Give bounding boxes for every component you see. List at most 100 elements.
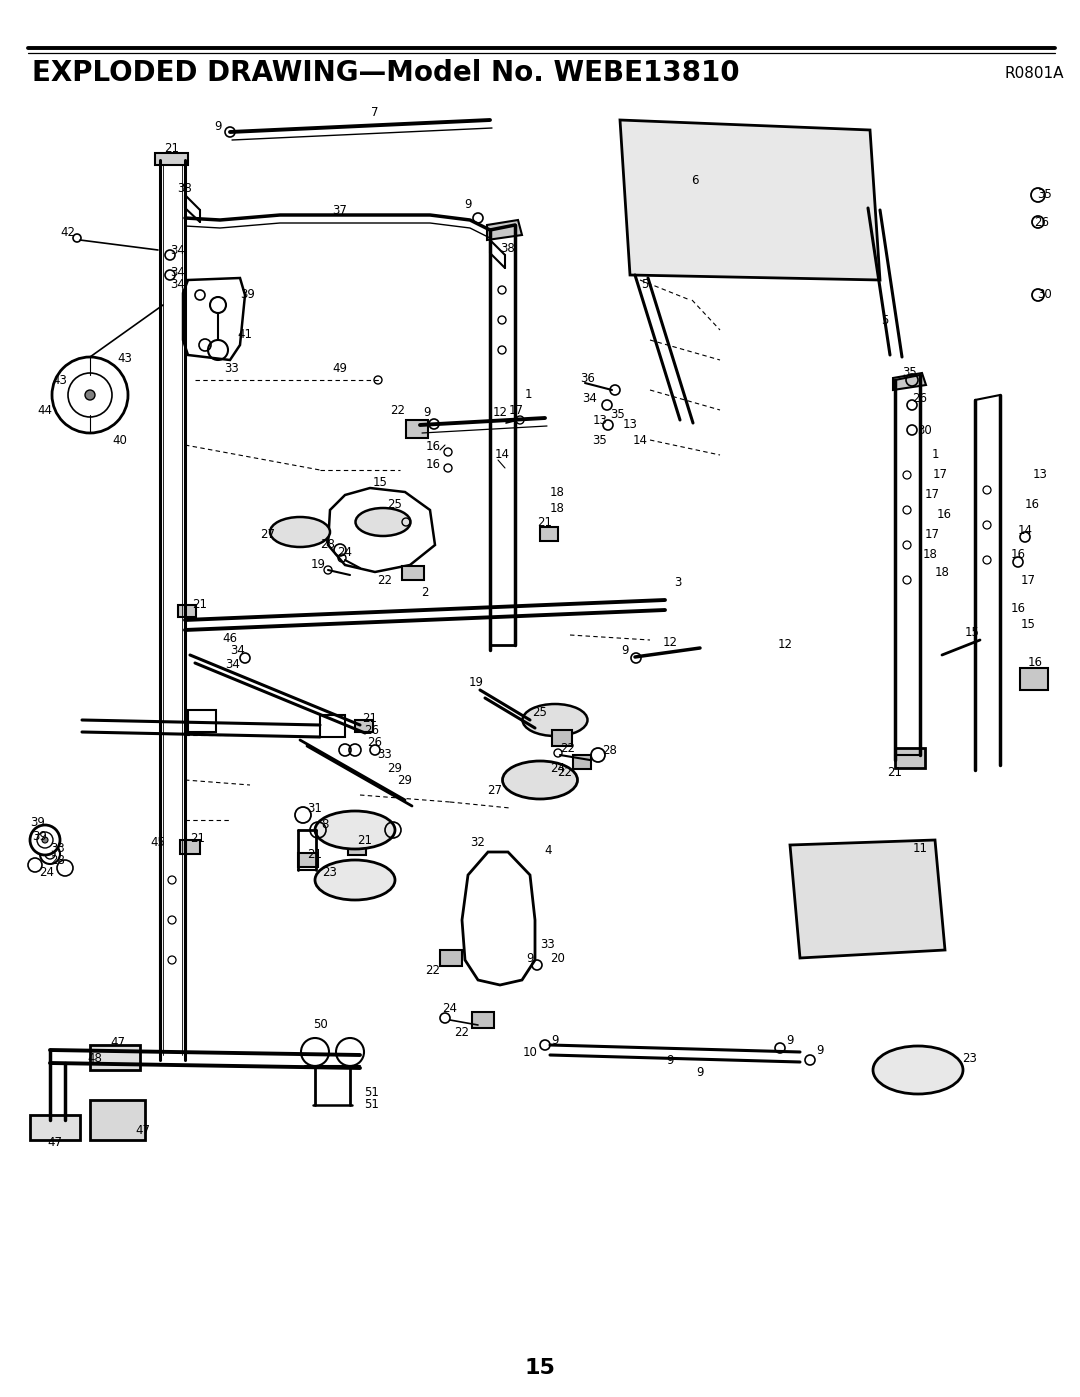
Text: 21: 21 [308, 848, 323, 862]
Text: 18: 18 [922, 549, 937, 562]
Text: 18: 18 [550, 486, 565, 499]
Text: 46: 46 [222, 631, 238, 644]
Text: 15: 15 [964, 626, 980, 638]
Text: 19: 19 [311, 559, 325, 571]
Circle shape [591, 747, 605, 761]
Text: 43: 43 [118, 352, 133, 365]
Bar [90, 1099, 145, 1140]
Text: 42: 42 [60, 225, 76, 239]
Text: 21: 21 [888, 767, 903, 780]
Bar [573, 754, 591, 768]
Bar [90, 1045, 140, 1070]
Text: 18: 18 [934, 566, 949, 578]
Text: 48: 48 [87, 1052, 103, 1065]
Text: 15: 15 [373, 475, 388, 489]
Text: 39: 39 [30, 816, 45, 828]
Bar [180, 840, 200, 854]
Text: 27: 27 [260, 528, 275, 542]
Text: 21: 21 [357, 834, 373, 847]
Text: 8: 8 [322, 819, 328, 831]
Text: 5: 5 [642, 278, 649, 292]
Text: 32: 32 [471, 835, 485, 848]
Text: 12: 12 [662, 637, 677, 650]
Text: 25: 25 [388, 499, 403, 511]
Text: 50: 50 [312, 1018, 327, 1031]
Text: 30: 30 [1038, 289, 1052, 302]
Text: 24: 24 [551, 761, 566, 774]
Bar [440, 950, 462, 965]
Text: 43: 43 [53, 373, 67, 387]
Text: 34: 34 [171, 265, 186, 278]
Text: 41: 41 [238, 328, 253, 341]
Bar [355, 719, 373, 732]
Ellipse shape [523, 704, 588, 736]
Text: 47: 47 [110, 1035, 125, 1049]
Text: 9: 9 [816, 1044, 824, 1056]
Text: 39: 39 [241, 289, 256, 302]
Text: 27: 27 [487, 784, 502, 796]
Text: 14: 14 [1017, 524, 1032, 536]
Text: 9: 9 [551, 1034, 558, 1046]
Text: 11: 11 [913, 841, 928, 855]
Text: 38: 38 [177, 182, 192, 194]
Circle shape [68, 373, 112, 416]
Text: 12: 12 [778, 638, 793, 651]
Text: 51: 51 [365, 1085, 379, 1098]
Text: 10: 10 [523, 1045, 538, 1059]
Text: 47: 47 [135, 1123, 150, 1137]
Text: 9: 9 [621, 644, 629, 657]
Bar [406, 420, 428, 439]
Text: 9: 9 [666, 1053, 674, 1066]
Text: 17: 17 [924, 528, 940, 542]
Circle shape [85, 390, 95, 400]
Circle shape [210, 298, 226, 313]
Text: 12: 12 [492, 405, 508, 419]
Text: 49: 49 [333, 362, 348, 374]
Text: 16: 16 [1025, 499, 1039, 511]
Text: 1: 1 [524, 388, 531, 401]
Circle shape [52, 358, 129, 433]
Text: 33: 33 [541, 939, 555, 951]
Text: 26: 26 [365, 724, 379, 736]
Text: 21: 21 [190, 831, 205, 845]
Text: 15: 15 [525, 1358, 555, 1377]
Ellipse shape [355, 509, 410, 536]
Text: 17: 17 [924, 489, 940, 502]
Ellipse shape [315, 812, 395, 849]
Circle shape [42, 837, 48, 842]
Text: 1: 1 [931, 448, 939, 461]
Text: 21: 21 [363, 711, 378, 725]
Text: 17: 17 [509, 405, 524, 418]
Text: 35: 35 [593, 433, 607, 447]
Text: 31: 31 [308, 802, 323, 814]
Circle shape [40, 844, 60, 863]
Text: 14: 14 [633, 433, 648, 447]
Text: 34: 34 [230, 644, 245, 657]
Text: 7: 7 [372, 106, 379, 120]
Text: 28: 28 [603, 743, 618, 757]
Text: 33: 33 [51, 841, 66, 855]
Text: 38: 38 [501, 242, 515, 254]
Bar [472, 1011, 494, 1028]
Circle shape [30, 826, 60, 855]
Text: 29: 29 [397, 774, 413, 787]
Text: 14: 14 [495, 448, 510, 461]
Text: 44: 44 [38, 404, 53, 416]
Bar [895, 747, 924, 768]
Text: 40: 40 [112, 433, 127, 447]
Polygon shape [487, 219, 522, 240]
Text: 22: 22 [426, 964, 441, 977]
Text: 5: 5 [881, 313, 889, 327]
Text: 51: 51 [365, 1098, 379, 1112]
Text: 9: 9 [697, 1066, 704, 1080]
Text: 23: 23 [323, 866, 337, 880]
Text: 2: 2 [421, 587, 429, 599]
Text: 26: 26 [913, 391, 928, 405]
Text: 16: 16 [426, 457, 441, 471]
Bar [30, 1115, 80, 1140]
Text: R0801A: R0801A [1005, 66, 1065, 81]
Text: 21: 21 [192, 598, 207, 612]
Bar [348, 842, 366, 855]
Text: 21: 21 [164, 141, 179, 155]
Text: 9: 9 [464, 198, 472, 211]
